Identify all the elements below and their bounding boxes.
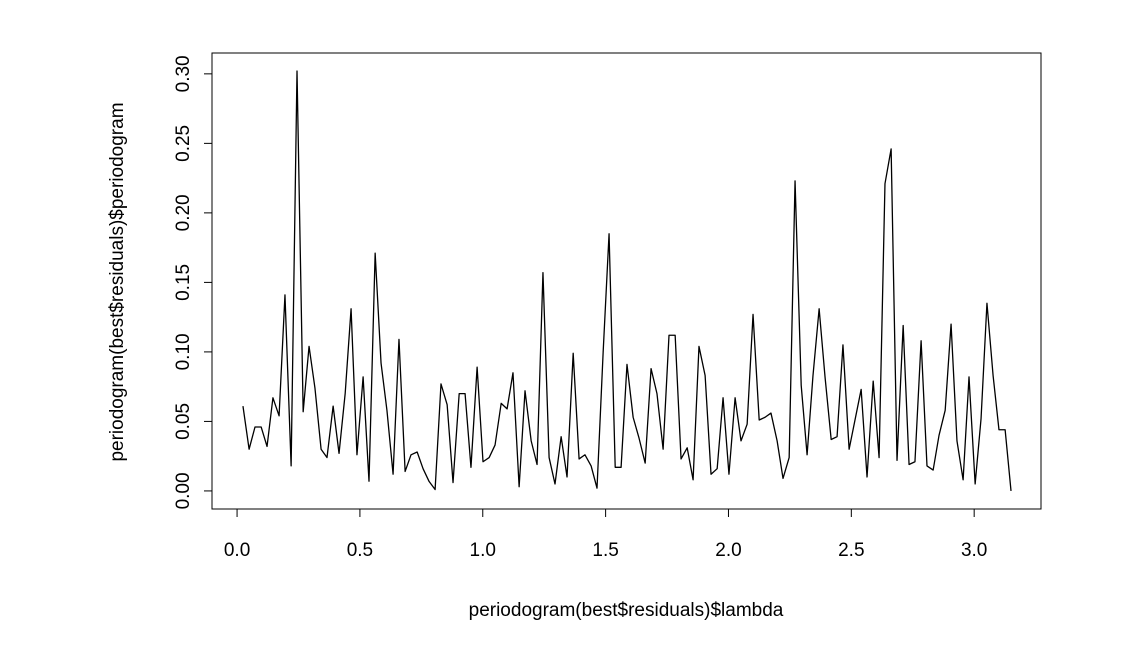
y-tick-label: 0.30 (173, 55, 194, 92)
y-tick-label: 0.20 (173, 194, 194, 231)
y-tick-label: 0.25 (173, 125, 194, 162)
x-tick-label: 0.5 (347, 540, 373, 561)
y-axis-label: periodogram(best$residuals)$periodogram (107, 102, 128, 461)
y-tick-label: 0.00 (173, 472, 194, 509)
x-tick-label: 3.0 (961, 540, 987, 561)
x-tick-label: 0.0 (224, 540, 250, 561)
y-tick-label: 0.10 (173, 333, 194, 370)
x-tick-label: 1.5 (592, 540, 618, 561)
y-tick-label: 0.15 (173, 264, 194, 301)
x-axis-label: periodogram(best$residuals)$lambda (469, 600, 784, 621)
x-tick-label: 2.0 (715, 540, 741, 561)
y-tick-label: 0.05 (173, 403, 194, 440)
x-tick-label: 2.5 (838, 540, 864, 561)
x-tick-label: 1.0 (470, 540, 496, 561)
data-line (242, 70, 1012, 491)
